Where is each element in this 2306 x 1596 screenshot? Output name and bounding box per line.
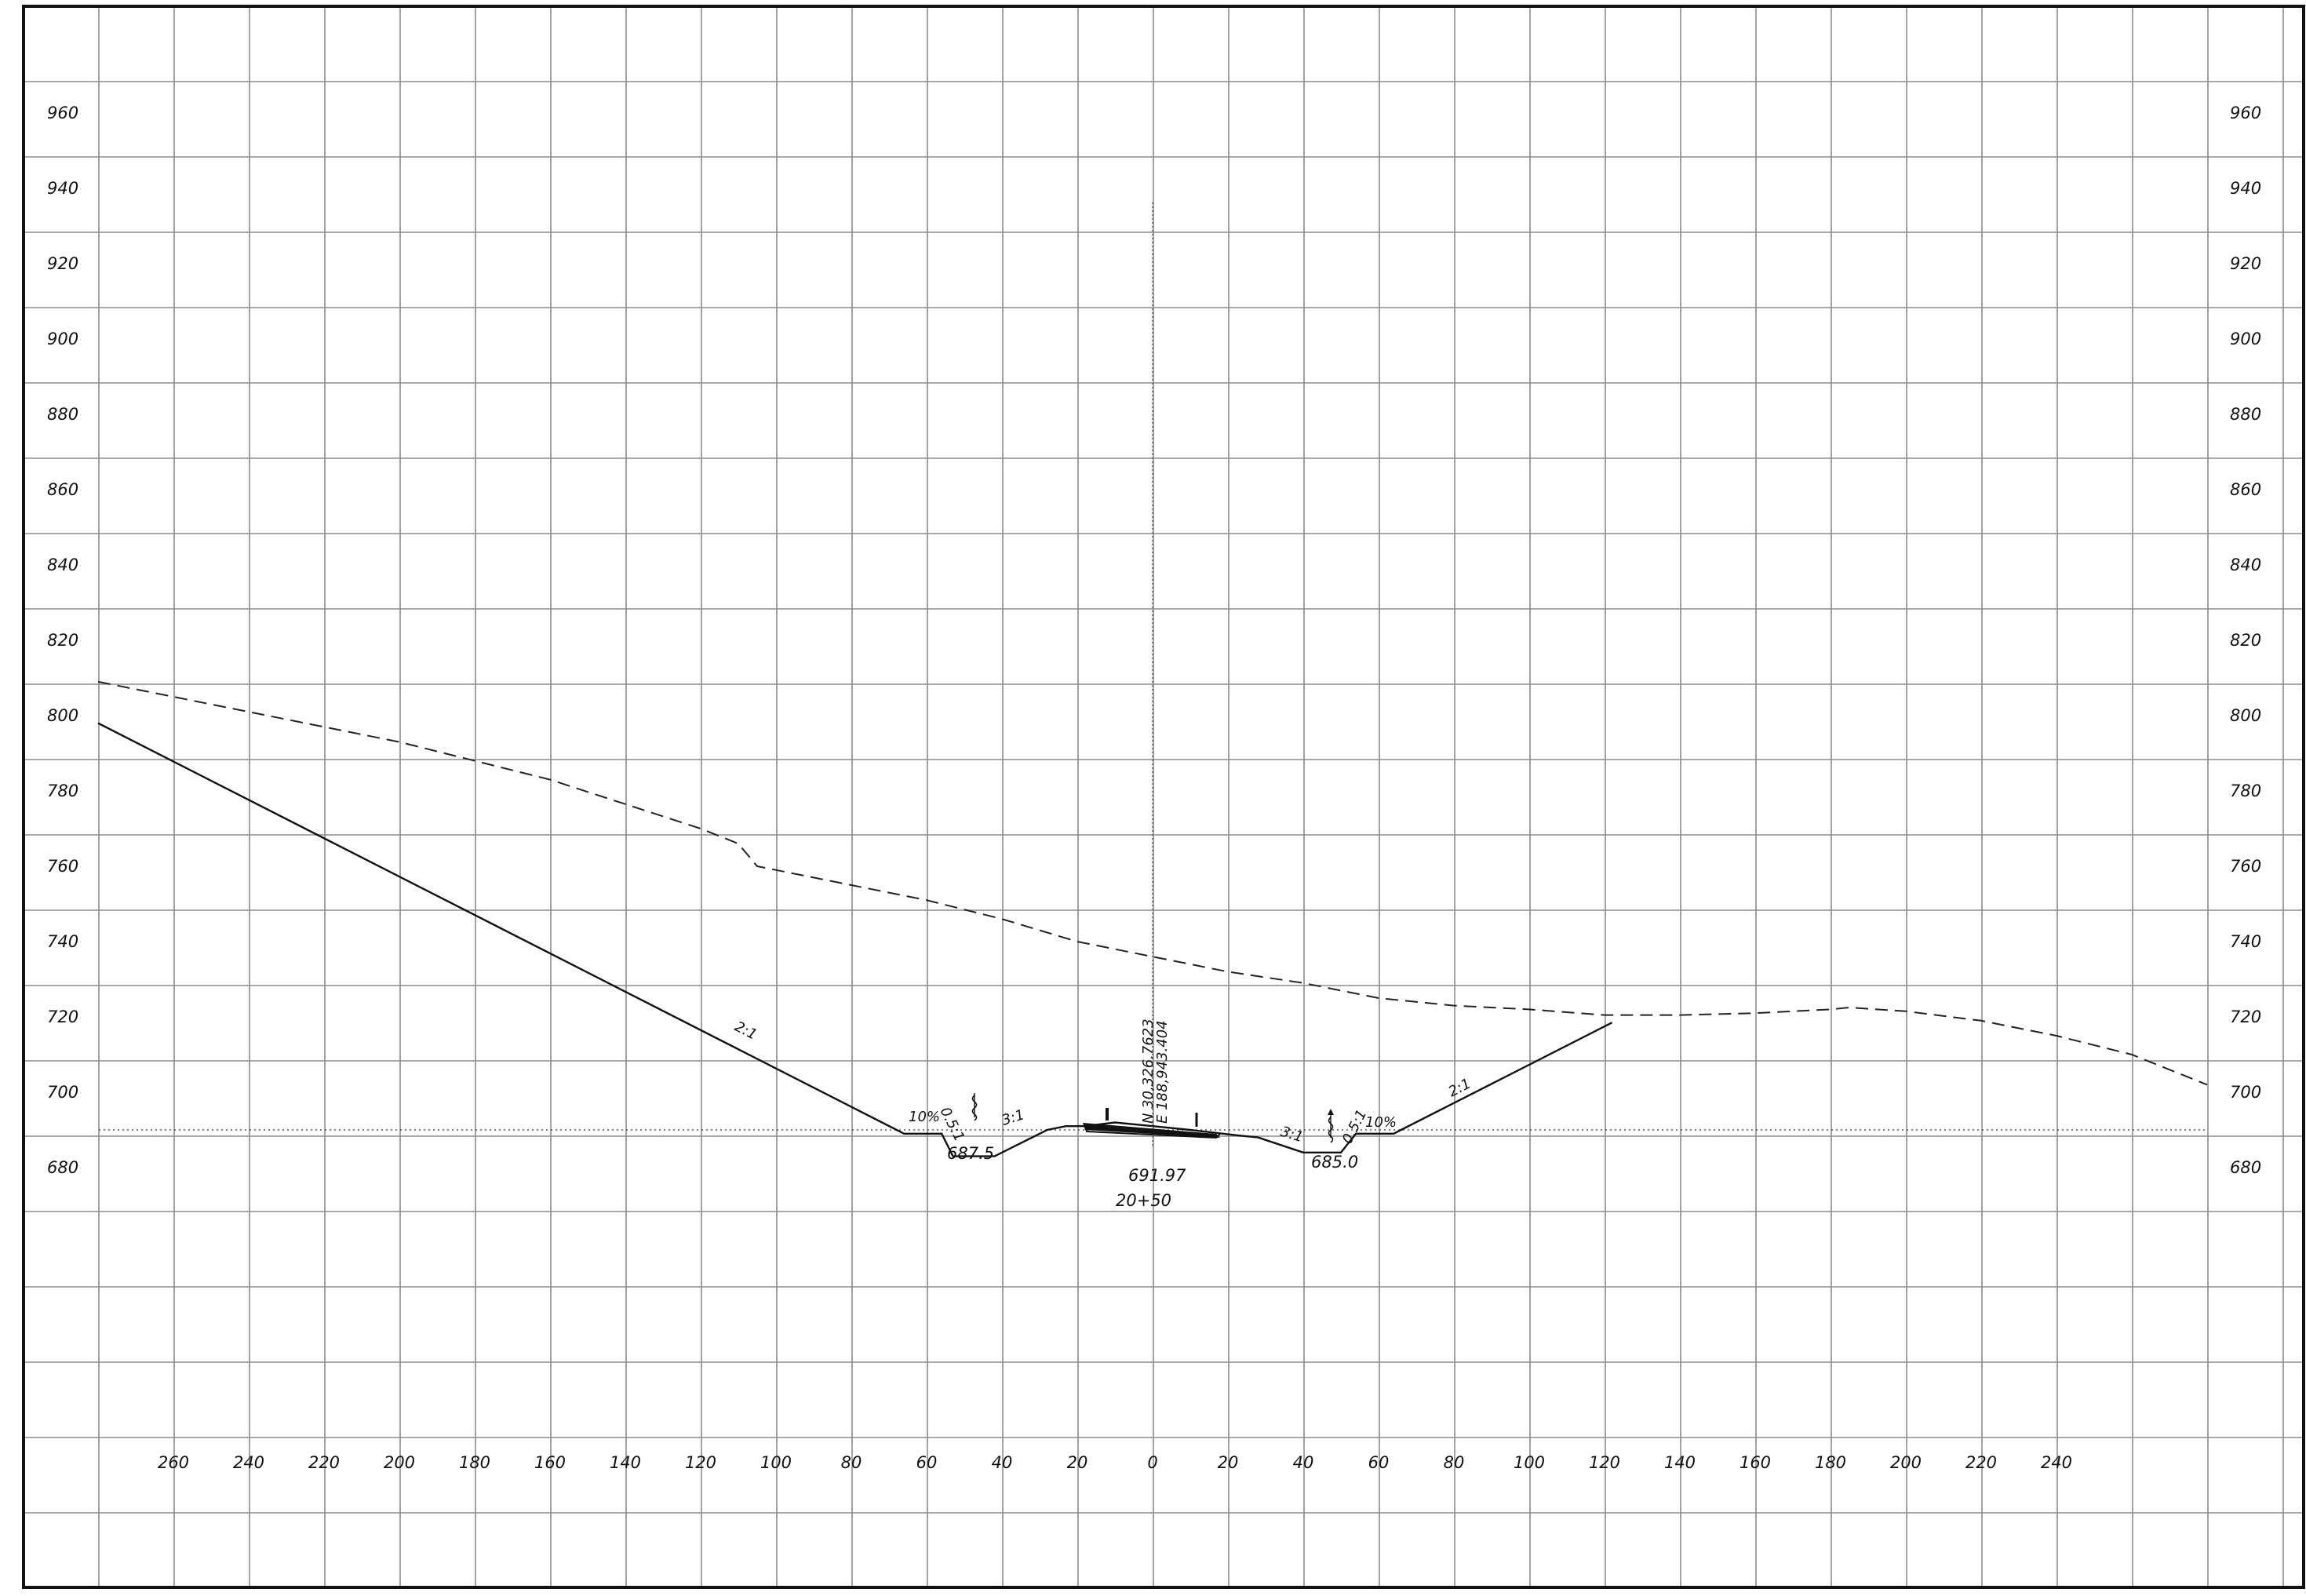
offset-label: 180 bbox=[1815, 1453, 1846, 1472]
offset-scale: 260 240 220 200 180 160 140 120 100 80 60 40 20 0 20 40… bbox=[158, 1453, 2072, 1472]
offset-label: 200 bbox=[1890, 1453, 1922, 1472]
offset-label: 200 bbox=[384, 1453, 415, 1472]
elevation-label-left: 800 bbox=[47, 706, 78, 725]
elevation-label-right: 880 bbox=[2230, 405, 2261, 424]
elevation-label-right: 960 bbox=[2230, 104, 2261, 122]
elevation-label-right: 940 bbox=[2230, 179, 2261, 198]
elevation-label-right: 740 bbox=[2230, 932, 2261, 951]
elevation-label-left: 960 bbox=[47, 104, 78, 122]
left-cut-slope-label: 2:1 bbox=[732, 1018, 760, 1044]
offset-label: 80 bbox=[841, 1453, 862, 1472]
elevation-scale-right: 960 940 920 900 880 860 840 820 800 780 760 740 720 7… bbox=[2230, 104, 2261, 1177]
offset-label: 60 bbox=[1368, 1453, 1390, 1472]
elevation-label-left: 780 bbox=[47, 782, 78, 800]
right-shoulder-slope-label: 10% bbox=[1365, 1114, 1397, 1131]
right-ditch-flow-symbol bbox=[1328, 1109, 1334, 1143]
offset-label: 120 bbox=[685, 1453, 716, 1472]
pavement-layer bbox=[1083, 1123, 1220, 1138]
left-backslope-label: 3:1 bbox=[1000, 1106, 1026, 1129]
offset-label: 0 bbox=[1147, 1453, 1157, 1472]
grid-lines bbox=[23, 5, 2304, 1587]
elevation-label-right: 920 bbox=[2230, 254, 2261, 273]
pavement-structure bbox=[1083, 1108, 1222, 1139]
elevation-label-right: 800 bbox=[2230, 706, 2261, 725]
elevation-label-right: 820 bbox=[2230, 631, 2261, 650]
left-ditch-flow-symbol bbox=[971, 1093, 978, 1121]
offset-label: 140 bbox=[1664, 1453, 1696, 1472]
elevation-label-right: 860 bbox=[2230, 480, 2261, 499]
offset-label: 240 bbox=[233, 1453, 264, 1472]
left-ditch-foreslope-label: 0.5:1 bbox=[937, 1105, 968, 1145]
offset-label: 220 bbox=[308, 1453, 340, 1472]
elevation-label-right: 760 bbox=[2230, 857, 2261, 876]
elevation-label-left: 760 bbox=[47, 857, 78, 876]
elevation-label-left: 920 bbox=[47, 254, 78, 273]
elevation-label-left: 840 bbox=[47, 556, 78, 574]
elevation-label-left: 860 bbox=[47, 480, 78, 499]
elevation-label-left: 900 bbox=[47, 330, 78, 348]
proposed-section-line bbox=[97, 722, 1613, 1157]
elevation-label-left: 740 bbox=[47, 932, 78, 951]
easting-label: E 188,943.404 bbox=[1154, 1020, 1171, 1124]
elevation-label-right: 700 bbox=[2230, 1083, 2261, 1102]
offset-label: 20 bbox=[1218, 1453, 1239, 1472]
right-cut-slope-label: 2:1 bbox=[1446, 1076, 1474, 1101]
elevation-label-left: 680 bbox=[47, 1158, 78, 1177]
elevation-label-left: 700 bbox=[47, 1083, 78, 1102]
right-backslope-label: 3:1 bbox=[1279, 1124, 1306, 1146]
offset-label: 180 bbox=[459, 1453, 490, 1472]
offset-label: 260 bbox=[158, 1453, 189, 1472]
elevation-label-right: 900 bbox=[2230, 330, 2261, 348]
existing-ground-line bbox=[97, 680, 2208, 1086]
offset-label: 120 bbox=[1589, 1453, 1620, 1472]
station-label: 20+50 bbox=[1116, 1191, 1171, 1210]
offset-label: 160 bbox=[1740, 1453, 1771, 1472]
sheet-border bbox=[22, 5, 2305, 1589]
offset-label: 40 bbox=[992, 1453, 1013, 1472]
centerline-elevation-label: 691.97 bbox=[1128, 1166, 1186, 1185]
elevation-label-right: 680 bbox=[2230, 1158, 2261, 1177]
offset-label: 60 bbox=[916, 1453, 938, 1472]
offset-label: 100 bbox=[760, 1453, 792, 1472]
pavement-outline bbox=[1084, 1123, 1222, 1139]
offset-label: 80 bbox=[1444, 1453, 1465, 1472]
elevation-label-left: 820 bbox=[47, 631, 78, 650]
offset-label: 220 bbox=[1965, 1453, 1997, 1472]
elevation-label-left: 880 bbox=[47, 405, 78, 424]
left-ditch-elevation-label: 687.5 bbox=[947, 1144, 994, 1163]
northing-label: N 30,326.7623 bbox=[1140, 1018, 1157, 1124]
elevation-label-right: 780 bbox=[2230, 782, 2261, 800]
elevation-label-left: 720 bbox=[47, 1008, 78, 1026]
offset-label: 140 bbox=[610, 1453, 641, 1472]
offset-label: 240 bbox=[2041, 1453, 2072, 1472]
offset-label: 160 bbox=[534, 1453, 566, 1472]
elevation-label-right: 840 bbox=[2230, 556, 2261, 574]
elevation-label-left: 940 bbox=[47, 179, 78, 198]
offset-label: 20 bbox=[1067, 1453, 1088, 1472]
right-ditch-elevation-label: 685.0 bbox=[1311, 1153, 1358, 1171]
elevation-scale-left: 960 940 920 900 880 860 840 820 800 780 760 740 720 7… bbox=[47, 104, 78, 1177]
offset-label: 100 bbox=[1514, 1453, 1545, 1472]
left-shoulder-slope-label: 10% bbox=[909, 1109, 940, 1125]
offset-label: 40 bbox=[1293, 1453, 1314, 1472]
elevation-label-right: 720 bbox=[2230, 1008, 2261, 1026]
